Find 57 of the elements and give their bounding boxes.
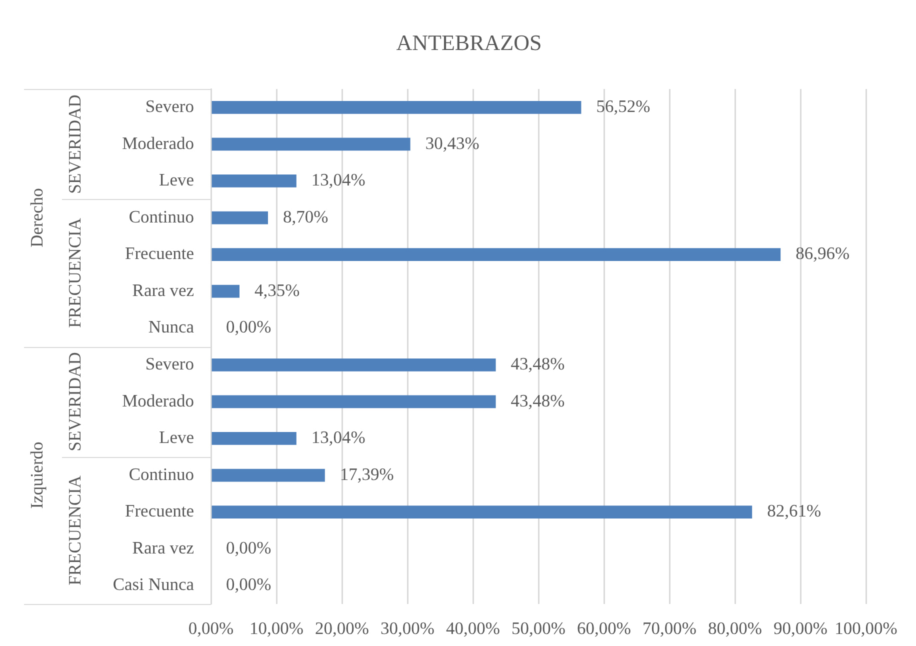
y-tick-label: Nunca (148, 316, 194, 337)
text: Derecho (26, 188, 47, 248)
chart-title: ANTEBRAZOS (396, 30, 542, 55)
data-label: 30,43% (425, 132, 480, 153)
y-tick-label: Leve (159, 427, 194, 448)
data-label: 43,48% (510, 390, 565, 410)
x-tick-label: 90,00% (774, 618, 828, 638)
x-tick-label: 20,00% (315, 618, 369, 638)
data-label: 17,39% (340, 464, 394, 484)
y-tick-label: Frecuente (125, 500, 194, 521)
data-label: 0,00% (226, 537, 272, 558)
y-tick-label: Rara vez (132, 537, 194, 558)
bar (212, 506, 752, 518)
bar (212, 248, 781, 261)
x-tick-label: 80,00% (708, 618, 762, 638)
y-tick-label: Leve (159, 170, 194, 190)
bar (212, 358, 496, 372)
bar (212, 100, 582, 114)
bar (212, 395, 496, 408)
x-tick-label: 40,00% (446, 618, 500, 638)
data-label: 43,48% (510, 353, 565, 374)
text: FRECUENCIA (64, 475, 85, 586)
data-label: 56,52% (596, 96, 650, 116)
x-tick-label: 50,00% (512, 618, 566, 638)
data-label: 0,00% (226, 574, 272, 594)
data-label: 8,70% (282, 206, 328, 226)
y-tick-label: Continuo (128, 464, 194, 484)
y-tick-label: Severo (145, 96, 194, 116)
x-tick-label: 60,00% (577, 618, 631, 638)
data-label: 82,61% (767, 500, 822, 521)
x-tick-label: 70,00% (642, 618, 696, 638)
y-tick-label: Casi Nunca (112, 574, 194, 594)
y-tick-label: Continuo (128, 206, 194, 226)
text: Izquierdo (26, 441, 47, 509)
bar (212, 284, 240, 298)
bar (212, 211, 268, 224)
data-label: 0,00% (226, 316, 272, 337)
bar (212, 468, 325, 482)
y-tick-label: Moderado (122, 390, 194, 410)
y-tick-label: Frecuente (125, 243, 194, 264)
bar (212, 138, 410, 151)
bar (212, 174, 296, 188)
text: FRECUENCIA (64, 218, 85, 328)
x-tick-label: 30,00% (380, 618, 434, 638)
data-label: 86,96% (796, 243, 850, 264)
data-label: 13,04% (311, 427, 366, 448)
x-tick-label: 100,00% (834, 618, 898, 638)
y-tick-label: Severo (145, 353, 194, 374)
x-tick-label: 10,00% (250, 618, 304, 638)
text: SEVERIDAD (64, 352, 85, 452)
bar (212, 432, 296, 445)
data-label: 13,04% (311, 170, 366, 190)
y-tick-label: Rara vez (132, 280, 194, 300)
x-tick-label: 0,00% (188, 618, 234, 638)
y-tick-label: Moderado (122, 132, 194, 153)
text: SEVERIDAD (64, 94, 85, 194)
data-label: 4,35% (254, 280, 300, 300)
